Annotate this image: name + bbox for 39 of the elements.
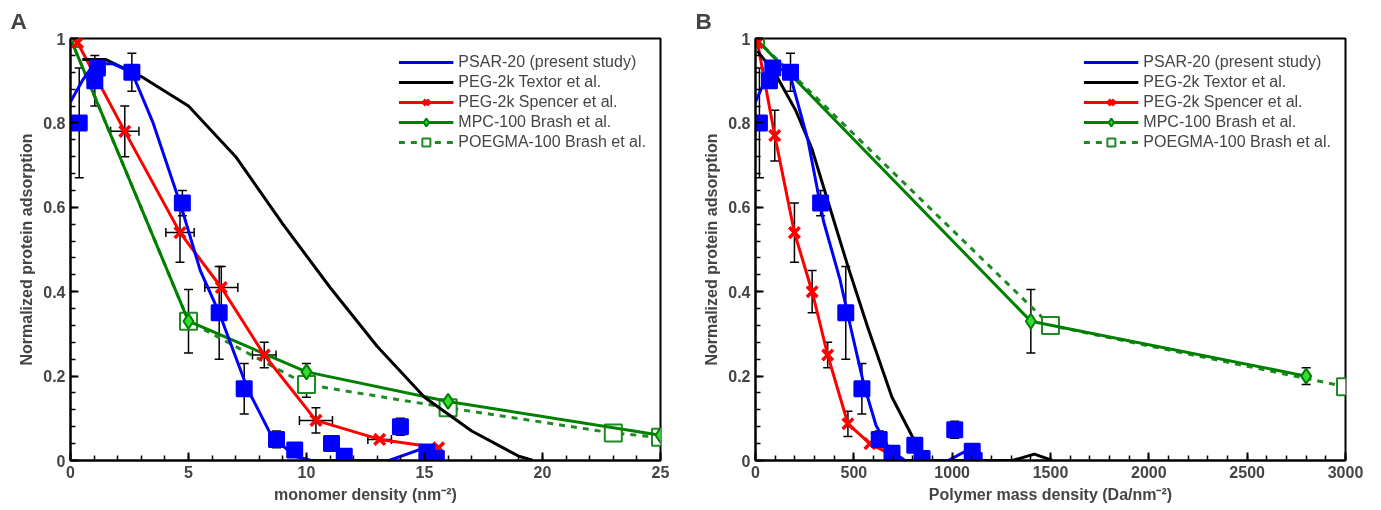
legend-label: PEG-2k Textor et al. (1143, 72, 1287, 92)
x-axis-title: monomer density (nm⁻²) (274, 485, 457, 503)
y-tick-label: 0.6 (728, 199, 751, 217)
y-tick-label: 0.2 (728, 368, 751, 386)
y-tick-label: 1 (56, 30, 66, 48)
y-tick-label: 0.4 (728, 283, 751, 301)
x-tick-label: 2500 (1229, 463, 1266, 481)
y-axis-title: Normalized protein adsorption (703, 133, 721, 366)
y-tick-label: 0.2 (43, 368, 66, 386)
x-tick-label: 25 (651, 463, 670, 481)
x-tick-label: 1000 (934, 463, 971, 481)
legend-label: MPC-100 Brash et al. (458, 112, 612, 132)
legend-label: PEG-2k Spencer et al. (1143, 92, 1303, 112)
legend-label: PEG-2k Textor et al. (458, 72, 602, 92)
y-axis-title: Normalized protein adsorption (18, 133, 36, 366)
x-tick-label: 3000 (1327, 463, 1364, 481)
legend-label: PEG-2k Spencer et al. (458, 92, 618, 112)
x-tick-label: 5 (184, 463, 194, 481)
y-tick-label: 0.8 (728, 114, 751, 132)
x-tick-label: 1500 (1032, 463, 1069, 481)
chart-title: A (10, 7, 27, 34)
y-tick-label: 0.6 (43, 199, 66, 217)
y-tick-label: 1 (741, 30, 751, 48)
x-tick-label: 2000 (1131, 463, 1167, 481)
x-tick-label: 10 (297, 463, 316, 481)
legend-label: PSAR-20 (present study) (1143, 52, 1322, 72)
y-tick-label: 0.8 (43, 114, 66, 132)
y-tick-label: 0 (56, 452, 66, 470)
x-axis-title: Polymer mass density (Da/nm⁻²) (928, 485, 1173, 503)
x-tick-label: 15 (415, 463, 434, 481)
chart-title: B (695, 7, 712, 34)
y-tick-label: 0.4 (43, 283, 66, 301)
legend-label: POEGMA-100 Brash et al. (1143, 132, 1331, 152)
legend-label: MPC-100 Brash et al. (1143, 112, 1297, 132)
x-tick-label: 20 (533, 463, 552, 481)
x-tick-label: 500 (840, 463, 868, 481)
y-tick-label: 0 (741, 452, 751, 470)
legend-label: PSAR-20 (present study) (458, 52, 637, 72)
legend-label: POEGMA-100 Brash et al. (458, 132, 646, 152)
